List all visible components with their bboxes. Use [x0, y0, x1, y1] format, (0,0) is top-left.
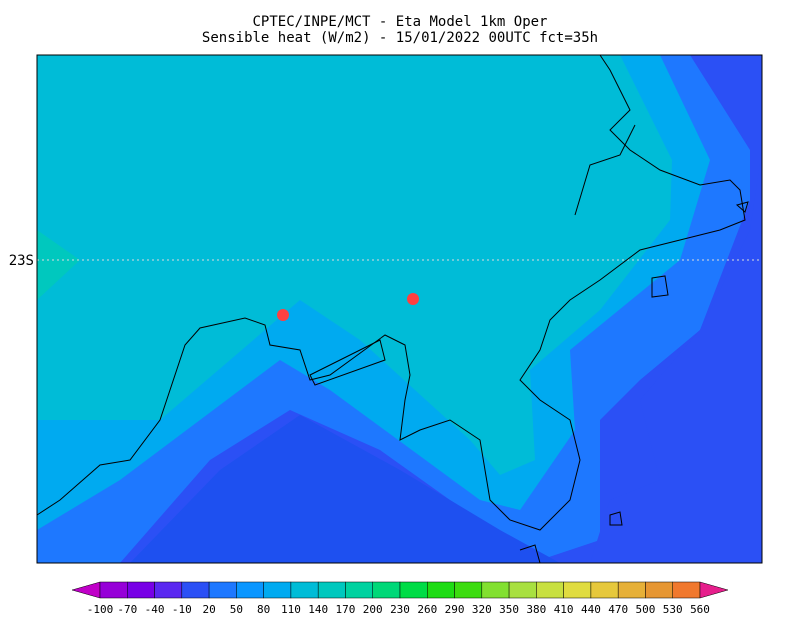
colorbar: -100 -70 -40 -10 20 50 80 110 140 170 200 230 260 290…: [71, 581, 729, 616]
colorbar-box: [317, 581, 346, 599]
colorbar-box: [454, 581, 483, 599]
colorbar-box: [427, 581, 455, 599]
colorbar-box: [181, 581, 210, 599]
lat-label: 23S: [9, 253, 34, 269]
colorbar-box: [536, 581, 564, 599]
colorbar-label: 380: [526, 603, 546, 616]
colorbar-label: 50: [230, 603, 243, 616]
colorbar-label: 290: [445, 603, 465, 616]
colorbar-label: 260: [417, 603, 437, 616]
colorbar-box: [617, 581, 646, 599]
colorbar-box: [290, 581, 319, 599]
marker: [277, 309, 289, 321]
coastline: [36, 54, 746, 531]
colorbar-box: [208, 581, 237, 599]
colorbar-label: 530: [663, 603, 683, 616]
field-band: [37, 55, 762, 563]
colorbar-box: [372, 581, 401, 599]
colorbar-label: 80: [257, 603, 270, 616]
colorbar-box: [590, 581, 619, 599]
colorbar-label: 470: [608, 603, 628, 616]
colorbar-label: 20: [202, 603, 215, 616]
colorbar-label: 320: [472, 603, 492, 616]
colorbar-label: -40: [145, 603, 165, 616]
colorbar-box: [563, 581, 592, 599]
map: 23S: [9, 54, 763, 564]
colorbar-label: -10: [172, 603, 192, 616]
colorbar-label: 440: [581, 603, 601, 616]
colorbar-box: [508, 581, 537, 599]
field-patch: [37, 230, 80, 300]
coastline: [574, 124, 636, 216]
island: [519, 201, 749, 564]
title-line2: Sensible heat (W/m2) - 15/01/2022 00UTC …: [202, 30, 598, 46]
colorbar-label: 110: [281, 603, 301, 616]
colorbar-label: 410: [554, 603, 574, 616]
colorbar-arrow: [71, 581, 101, 599]
title-line1: CPTEC/INPE/MCT - Eta Model 1km Oper: [252, 14, 547, 30]
field-band: [590, 150, 762, 563]
colorbar-box: [99, 581, 128, 599]
field-band: [130, 415, 560, 563]
colorbar-label: 350: [499, 603, 519, 616]
colorbar-box: [127, 581, 155, 599]
colorbar-label: 200: [363, 603, 383, 616]
colorbar-label: -70: [117, 603, 137, 616]
colorbar-box: [399, 581, 428, 599]
coastline: [309, 339, 386, 386]
colorbar-box: [154, 581, 183, 599]
map-frame: [36, 54, 763, 564]
marker: [407, 293, 419, 305]
colorbar-box: [345, 581, 373, 599]
colorbar-box: [263, 581, 292, 599]
colorbar-arrow: [699, 581, 729, 599]
colorbar-label: 230: [390, 603, 410, 616]
colorbar-label: 140: [308, 603, 328, 616]
colorbar-box: [645, 581, 673, 599]
colorbar-box: [236, 581, 264, 599]
colorbar-box: [672, 581, 701, 599]
colorbar-label: -100: [87, 603, 114, 616]
colorbar-label: 500: [636, 603, 656, 616]
colorbar-box: [481, 581, 510, 599]
colorbar-label: 560: [690, 603, 710, 616]
colorbar-label: 170: [336, 603, 356, 616]
